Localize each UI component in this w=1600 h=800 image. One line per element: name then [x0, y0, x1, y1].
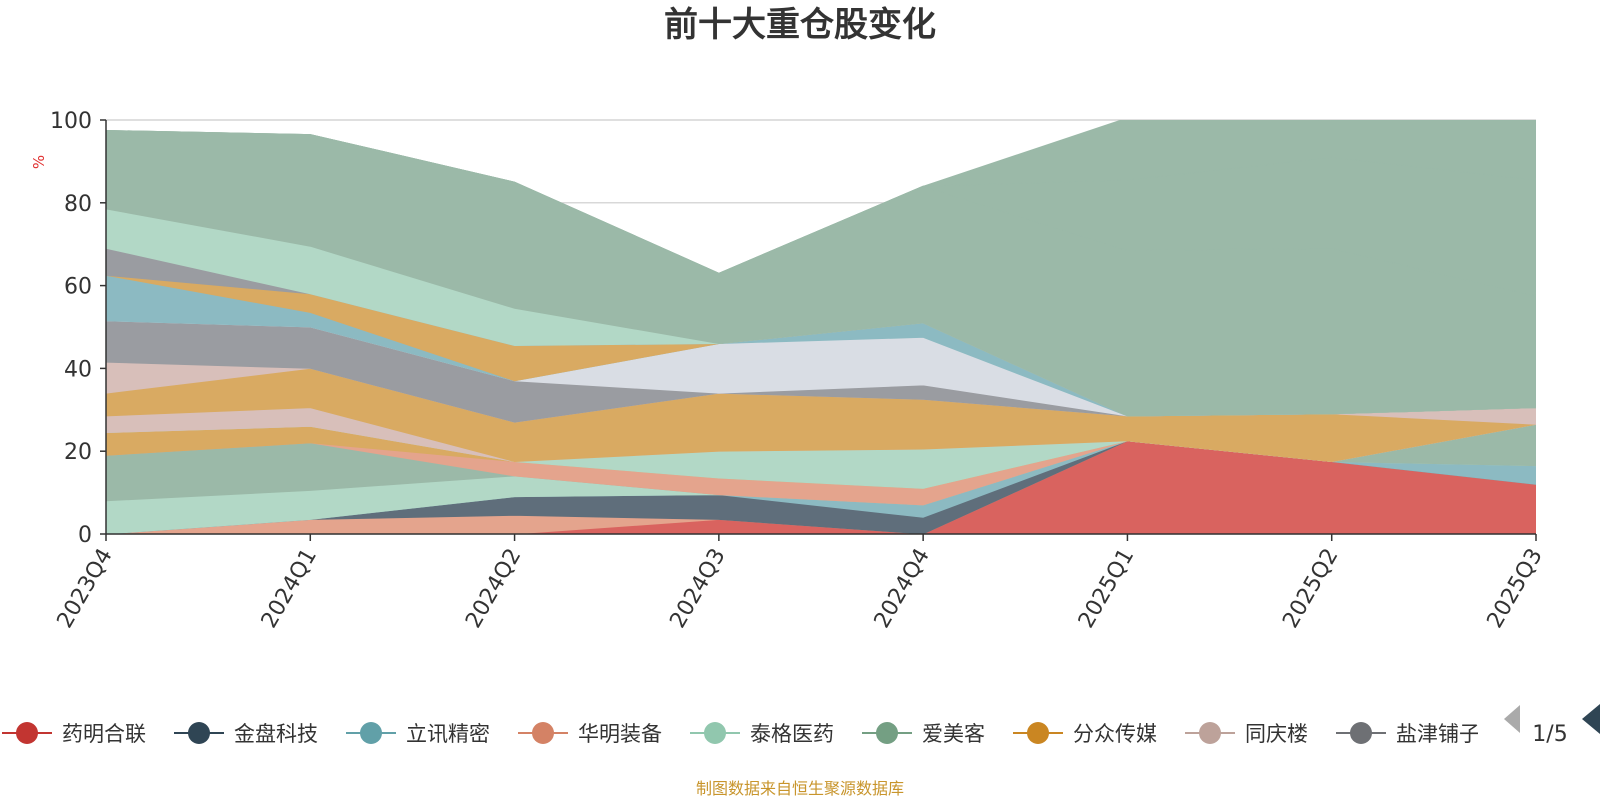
legend-label: 华明装备 [578, 722, 662, 746]
legend-label: 同庆楼 [1245, 722, 1308, 746]
legend-label: 立讯精密 [406, 722, 490, 746]
legend-label: 药明合联 [62, 722, 146, 746]
legend-item[interactable]: 金盘科技 [174, 722, 318, 746]
x-tick-labels: 2023Q4 2024Q1 2024Q2 2024Q3 2024Q4 2025Q1 2025… [53, 544, 1548, 632]
x-tick-label: 2024Q3 [665, 544, 730, 632]
legend-circle-marker [704, 722, 726, 744]
legend-circle-marker [188, 722, 210, 744]
legend-circle-marker [1199, 722, 1221, 744]
legend-pager[interactable]: 1/5 [1504, 704, 1600, 747]
legend-circle-marker [16, 722, 38, 744]
x-tick-label: 2024Q2 [461, 544, 526, 632]
legend: 药明合联 金盘科技 立讯精密 华明装备 泰格医药 爱美客 分众传媒 同庆楼 盐津铺子 [2, 722, 1480, 746]
y-axis-unit: % [30, 155, 48, 169]
axes [100, 119, 1537, 541]
legend-next-arrow-icon[interactable] [1582, 704, 1600, 734]
y-tick-label: 0 [78, 523, 92, 548]
legend-circle-marker [532, 722, 554, 744]
legend-label: 金盘科技 [234, 722, 318, 746]
x-tick-label: 2024Q1 [257, 544, 322, 632]
legend-label: 盐津铺子 [1396, 722, 1480, 746]
legend-item[interactable]: 分众传媒 [1013, 722, 1157, 746]
legend-item[interactable]: 华明装备 [518, 722, 662, 746]
stacked-areas [106, 120, 1536, 534]
legend-item[interactable]: 爱美客 [862, 722, 985, 746]
y-tick-label: 60 [64, 275, 92, 300]
y-tick-label: 40 [64, 357, 92, 382]
x-tick-label: 2025Q3 [1483, 544, 1548, 632]
legend-item[interactable]: 泰格医药 [690, 722, 834, 746]
chart-title: 前十大重仓股变化 [664, 5, 936, 45]
x-tick-label: 2025Q2 [1278, 544, 1343, 632]
legend-circle-marker [876, 722, 898, 744]
data-source-note: 制图数据来自恒生聚源数据库 [696, 779, 904, 798]
area-series-20 [106, 120, 1536, 274]
legend-circle-marker [1027, 722, 1049, 744]
x-tick-label: 2023Q4 [53, 544, 118, 632]
legend-prev-arrow-icon[interactable] [1504, 705, 1520, 733]
legend-label: 泰格医药 [750, 722, 834, 746]
legend-item[interactable]: 同庆楼 [1185, 722, 1308, 746]
y-tick-label: 80 [64, 192, 92, 217]
legend-item[interactable]: 药明合联 [2, 722, 146, 746]
y-tick-labels: 0 20 40 60 80 100 [50, 109, 92, 548]
legend-circle-marker [360, 722, 382, 744]
legend-page-indicator: 1/5 [1532, 722, 1567, 747]
legend-label: 爱美客 [922, 722, 985, 746]
legend-item[interactable]: 盐津铺子 [1336, 722, 1480, 746]
x-tick-label: 2024Q4 [870, 544, 935, 632]
y-tick-label: 20 [64, 440, 92, 465]
legend-item[interactable]: 立讯精密 [346, 722, 490, 746]
legend-circle-marker [1350, 722, 1372, 744]
legend-label: 分众传媒 [1073, 722, 1157, 746]
y-tick-label: 100 [50, 109, 92, 134]
x-tick-label: 2025Q1 [1074, 544, 1139, 632]
